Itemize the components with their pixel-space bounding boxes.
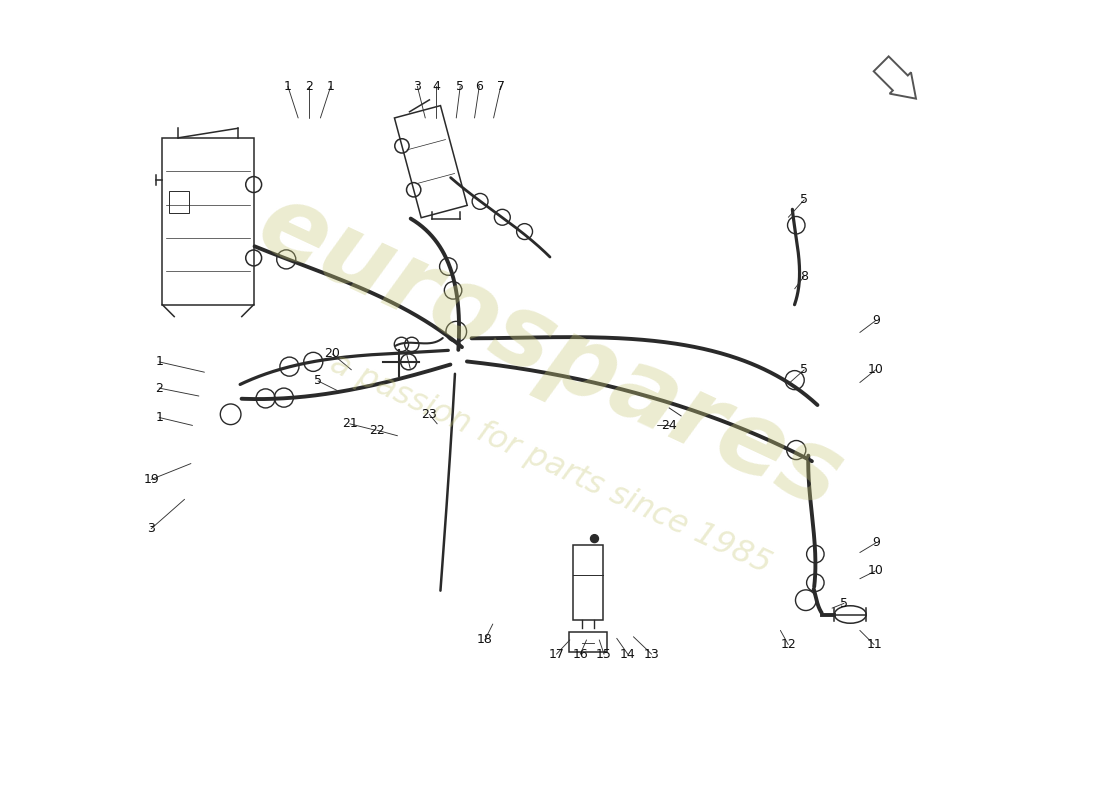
Text: 3: 3 <box>414 80 421 93</box>
Text: 1: 1 <box>327 80 334 93</box>
Text: 20: 20 <box>324 347 340 361</box>
Text: 15: 15 <box>596 648 612 661</box>
Text: 19: 19 <box>143 473 160 486</box>
Text: 1: 1 <box>284 80 292 93</box>
Text: 5: 5 <box>456 80 464 93</box>
Bar <box>163 138 254 305</box>
Text: 12: 12 <box>781 638 796 651</box>
Text: eurospares: eurospares <box>243 174 857 530</box>
Bar <box>569 632 607 652</box>
Text: 1: 1 <box>155 355 163 368</box>
Text: 11: 11 <box>867 638 882 651</box>
Text: 9: 9 <box>872 314 880 327</box>
Text: 10: 10 <box>868 564 883 578</box>
Text: 8: 8 <box>800 270 808 282</box>
Text: 1: 1 <box>155 411 163 424</box>
Text: 14: 14 <box>620 648 636 661</box>
Text: 5: 5 <box>800 194 808 206</box>
Text: 17: 17 <box>549 648 564 661</box>
Text: 9: 9 <box>872 537 880 550</box>
Text: 23: 23 <box>421 408 437 421</box>
Text: 24: 24 <box>661 419 676 432</box>
Bar <box>168 190 188 213</box>
Text: 3: 3 <box>147 522 155 535</box>
Text: 21: 21 <box>342 418 358 430</box>
Text: 7: 7 <box>497 80 505 93</box>
Circle shape <box>591 534 598 542</box>
Text: 5: 5 <box>800 363 808 376</box>
Text: 10: 10 <box>868 363 883 376</box>
Text: 6: 6 <box>475 80 483 93</box>
Text: 4: 4 <box>432 80 440 93</box>
Text: 2: 2 <box>306 80 313 93</box>
Text: 16: 16 <box>572 648 588 661</box>
Text: a passion for parts since 1985: a passion for parts since 1985 <box>324 347 776 580</box>
Text: 22: 22 <box>368 424 385 437</box>
Text: 5: 5 <box>314 374 322 387</box>
Bar <box>573 545 603 621</box>
Text: 2: 2 <box>155 382 163 394</box>
Text: 5: 5 <box>840 597 848 610</box>
Text: 13: 13 <box>644 648 660 661</box>
Text: 18: 18 <box>477 634 493 646</box>
